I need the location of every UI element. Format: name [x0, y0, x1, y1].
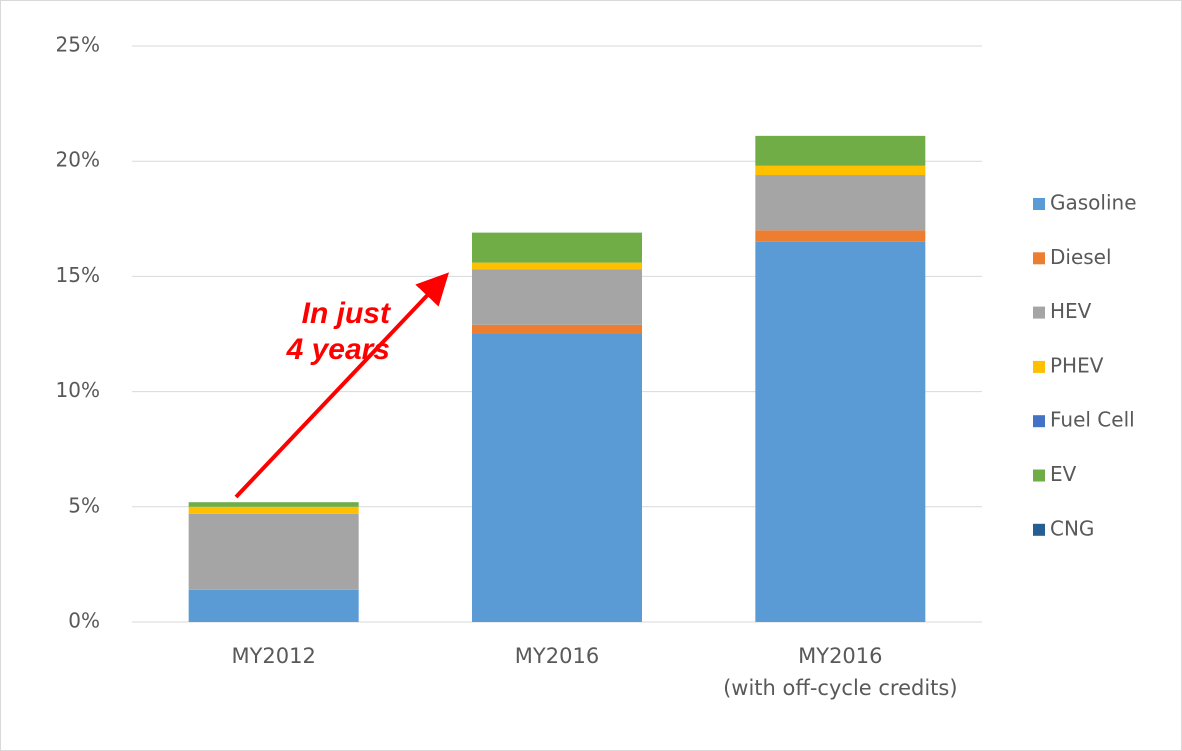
- y-tick-label: 25%: [56, 33, 100, 57]
- y-tick-label: 10%: [56, 378, 100, 402]
- x-tick-label: MY2012: [231, 644, 316, 668]
- bar-segment: [472, 269, 642, 325]
- bar-segment: [188, 502, 359, 507]
- bar-segment: [188, 589, 359, 622]
- bar-segment: [472, 334, 642, 622]
- bar-segment: [188, 506, 359, 514]
- bar-segment: [755, 241, 926, 622]
- bar-segment: [472, 232, 642, 263]
- legend-swatch: [1033, 252, 1045, 265]
- bar-segment: [755, 135, 926, 166]
- legend-label: EV: [1050, 462, 1077, 486]
- y-tick-label: 5%: [68, 493, 100, 517]
- legend-swatch: [1033, 415, 1045, 428]
- x-tick-label: MY2016 (with off-cycle credits): [723, 644, 958, 700]
- bar-segment: [755, 165, 926, 176]
- bar-segment: [188, 513, 359, 590]
- arrow: [234, 272, 450, 499]
- bar-segment: [755, 230, 926, 242]
- legend-label: HEV: [1050, 299, 1092, 323]
- legend-label: Diesel: [1050, 245, 1112, 269]
- y-tick-label: 15%: [56, 263, 100, 287]
- bar-segment: [472, 324, 642, 334]
- legend-swatch: [1033, 469, 1045, 482]
- legend-label: CNG: [1050, 516, 1094, 540]
- legend-swatch: [1033, 306, 1045, 319]
- y-tick-label: 20%: [56, 148, 100, 172]
- legend-swatch: [1033, 523, 1045, 536]
- annotation: In just 4 years: [286, 297, 390, 366]
- legend-label: PHEV: [1050, 353, 1104, 377]
- legend-swatch: [1033, 360, 1045, 373]
- legend-label: Gasoline: [1050, 191, 1137, 215]
- legend-label: Fuel Cell: [1050, 408, 1135, 432]
- bar-segment: [472, 262, 642, 270]
- legend-swatch: [1033, 198, 1045, 210]
- y-tick-label: 0%: [68, 609, 100, 633]
- x-tick-label: MY2016: [514, 644, 600, 668]
- bar-segment: [755, 175, 926, 231]
